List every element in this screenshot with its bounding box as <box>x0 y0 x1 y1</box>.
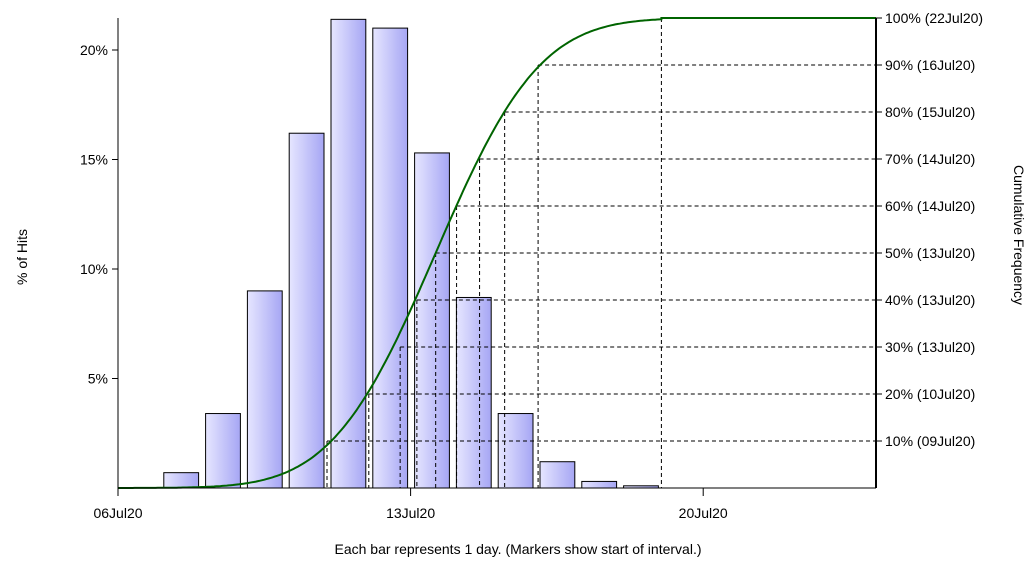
histogram-bar <box>414 152 450 489</box>
cumulative-frequency-curve <box>118 17 876 489</box>
x-tick-label: 20Jul20 <box>679 505 728 521</box>
histogram-bar <box>205 413 241 489</box>
y2-tick-label: 100% (22Jul20) <box>885 10 983 26</box>
y2-tick-label: 70% (14Jul20) <box>885 151 975 167</box>
histogram-bar <box>539 461 576 489</box>
y2-tick-label: 50% (13Jul20) <box>885 245 975 261</box>
y2-axis-title: Cumulative Frequency <box>1011 165 1031 345</box>
y2-tick-label: 10% (09Jul20) <box>885 433 975 449</box>
histogram-bar <box>455 296 492 489</box>
histogram-bar <box>372 27 409 489</box>
histogram-bar <box>497 413 534 489</box>
y2-tick-label: 30% (13Jul20) <box>885 339 975 355</box>
y-axis-title-text: % of Hits <box>14 228 30 285</box>
y2-axis-title-text: Cumulative Frequency <box>1011 165 1027 306</box>
y-tick-label: 15% <box>80 152 108 168</box>
histogram-bar <box>581 480 618 489</box>
x-tick-label: 06Jul20 <box>93 505 142 521</box>
histogram-bar <box>163 472 200 489</box>
y-tick-label: 10% <box>80 261 108 277</box>
y2-tick-label: 40% (13Jul20) <box>885 292 975 308</box>
y-tick-label: 20% <box>80 42 108 58</box>
x-axis-title: Each bar represents 1 day. (Markers show… <box>334 541 702 557</box>
y2-tick-label: 20% (10Jul20) <box>885 386 975 402</box>
y2-tick-label: 90% (16Jul20) <box>885 57 975 73</box>
histogram-bar <box>330 18 367 489</box>
y-tick-label: 5% <box>88 371 108 387</box>
x-tick-label: 13Jul20 <box>386 505 435 521</box>
y2-tick-label: 80% (15Jul20) <box>885 104 975 120</box>
y2-tick-label: 60% (14Jul20) <box>885 198 975 214</box>
histogram-bar <box>246 290 283 489</box>
histogram-bar <box>288 132 325 489</box>
y-axis-title: % of Hits <box>10 225 30 285</box>
